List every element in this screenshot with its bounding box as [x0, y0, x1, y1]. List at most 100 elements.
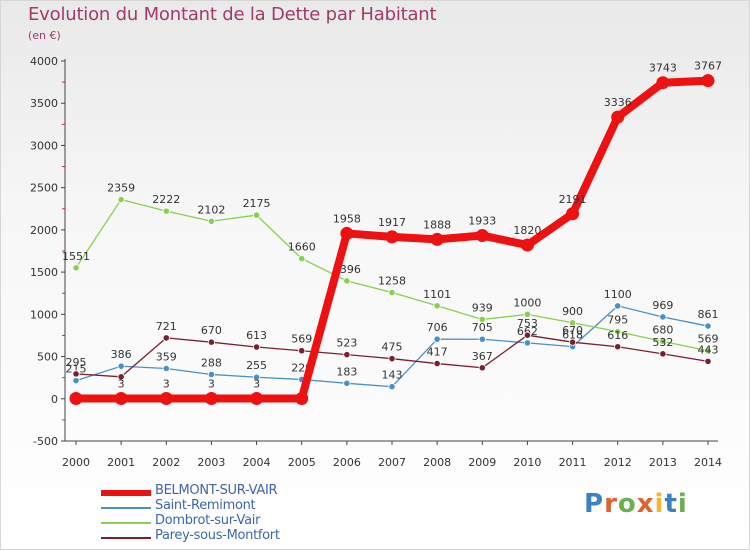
- data-label: 523: [336, 337, 357, 350]
- data-label: 255: [246, 359, 267, 372]
- data-label: 367: [472, 350, 493, 363]
- data-point: [568, 319, 577, 327]
- data-point: [343, 351, 351, 359]
- data-label: 295: [66, 356, 87, 369]
- data-label: 1100: [604, 288, 632, 301]
- data-label: 969: [652, 299, 673, 312]
- data-point: [207, 370, 216, 379]
- data-label: 861: [698, 308, 719, 321]
- data-label: 618: [562, 329, 583, 342]
- logo-letter: o: [617, 489, 637, 519]
- data-point: [433, 359, 441, 368]
- data-point: [568, 338, 577, 346]
- data-point: [478, 364, 486, 372]
- data-point: [523, 310, 532, 318]
- data-point: [430, 232, 444, 246]
- data-label: 670: [201, 324, 222, 337]
- data-label: 721: [156, 320, 177, 333]
- data-label: 475: [382, 341, 403, 354]
- data-label: 1958: [333, 212, 361, 225]
- x-tick-label: 2010: [513, 456, 541, 469]
- data-point: [343, 379, 351, 387]
- data-point: [207, 217, 216, 225]
- data-point: [520, 238, 534, 252]
- data-point: [162, 334, 170, 342]
- data-label: 1917: [378, 216, 406, 229]
- y-tick-label: 3000: [30, 139, 58, 152]
- data-point: [204, 392, 218, 406]
- x-tick-label: 2000: [62, 456, 90, 469]
- logo-letter: i: [677, 489, 688, 519]
- x-tick-label: 2007: [378, 456, 406, 469]
- y-tick-label: -500: [33, 435, 58, 448]
- data-label: 2191: [559, 193, 587, 206]
- data-label: 1933: [468, 215, 496, 228]
- data-point: [117, 362, 125, 370]
- data-label: 900: [562, 305, 583, 318]
- data-label: 3: [253, 378, 260, 391]
- logo-letter: t: [664, 489, 678, 519]
- data-label: 3743: [649, 62, 677, 75]
- data-label: 1101: [423, 288, 451, 301]
- data-label: 288: [201, 356, 222, 369]
- data-point: [566, 207, 580, 221]
- data-label: 3: [208, 378, 215, 391]
- data-label: 183: [336, 365, 357, 378]
- data-label: 2102: [197, 203, 225, 216]
- logo-letter: i: [654, 489, 665, 519]
- chart-title: Evolution du Montant de la Dette par Hab…: [28, 4, 437, 25]
- chart-unit: (en €): [28, 29, 61, 42]
- logo-letter: x: [636, 489, 655, 519]
- data-point: [611, 110, 625, 124]
- y-tick-label: 3500: [30, 97, 58, 110]
- data-label: 532: [652, 336, 673, 349]
- data-point: [475, 229, 489, 243]
- y-tick-label: 0: [51, 393, 58, 406]
- legend-label-saint-remimont: Saint-Remimont: [155, 498, 256, 513]
- data-point: [523, 339, 532, 347]
- x-tick-label: 2004: [243, 456, 271, 469]
- data-point: [385, 230, 399, 244]
- data-label: 2222: [152, 193, 180, 206]
- data-label: 3: [163, 378, 170, 391]
- data-point: [252, 211, 261, 219]
- data-label: 1000: [513, 296, 541, 309]
- data-label: 1258: [378, 275, 406, 288]
- data-label: 939: [472, 301, 493, 314]
- data-label: 2359: [107, 182, 135, 195]
- data-label: 2175: [243, 197, 271, 210]
- data-point: [388, 288, 396, 297]
- data-point: [659, 350, 667, 358]
- data-point: [250, 392, 264, 406]
- data-label: 215: [66, 363, 87, 376]
- legend-swatch-parey: [101, 537, 151, 539]
- x-tick-label: 2009: [468, 456, 496, 469]
- data-point: [72, 264, 80, 272]
- data-point: [162, 207, 170, 215]
- data-label: 680: [652, 323, 673, 336]
- data-point: [614, 343, 622, 351]
- x-tick-label: 2014: [694, 456, 722, 469]
- data-label: 705: [472, 321, 493, 334]
- data-point: [478, 315, 486, 324]
- data-label: 753: [517, 317, 538, 330]
- legend-label-dombrot: Dombrot-sur-Vair: [155, 513, 261, 528]
- x-tick-label: 2002: [152, 456, 180, 469]
- data-point: [614, 302, 622, 310]
- legend-label-belmont: BELMONT-SUR-VAIR: [155, 483, 278, 498]
- y-tick-label: 1000: [30, 308, 58, 321]
- data-point: [117, 195, 125, 204]
- data-point: [704, 357, 712, 365]
- y-tick-label: 500: [37, 351, 58, 364]
- data-point: [298, 347, 306, 355]
- data-point: [388, 355, 396, 363]
- data-point: [656, 76, 670, 90]
- y-tick-label: 2000: [30, 224, 58, 237]
- data-label: 1660: [288, 241, 316, 254]
- y-tick-label: 2500: [30, 182, 58, 195]
- data-label: 143: [382, 369, 403, 382]
- data-point: [252, 373, 261, 381]
- data-point: [117, 373, 125, 381]
